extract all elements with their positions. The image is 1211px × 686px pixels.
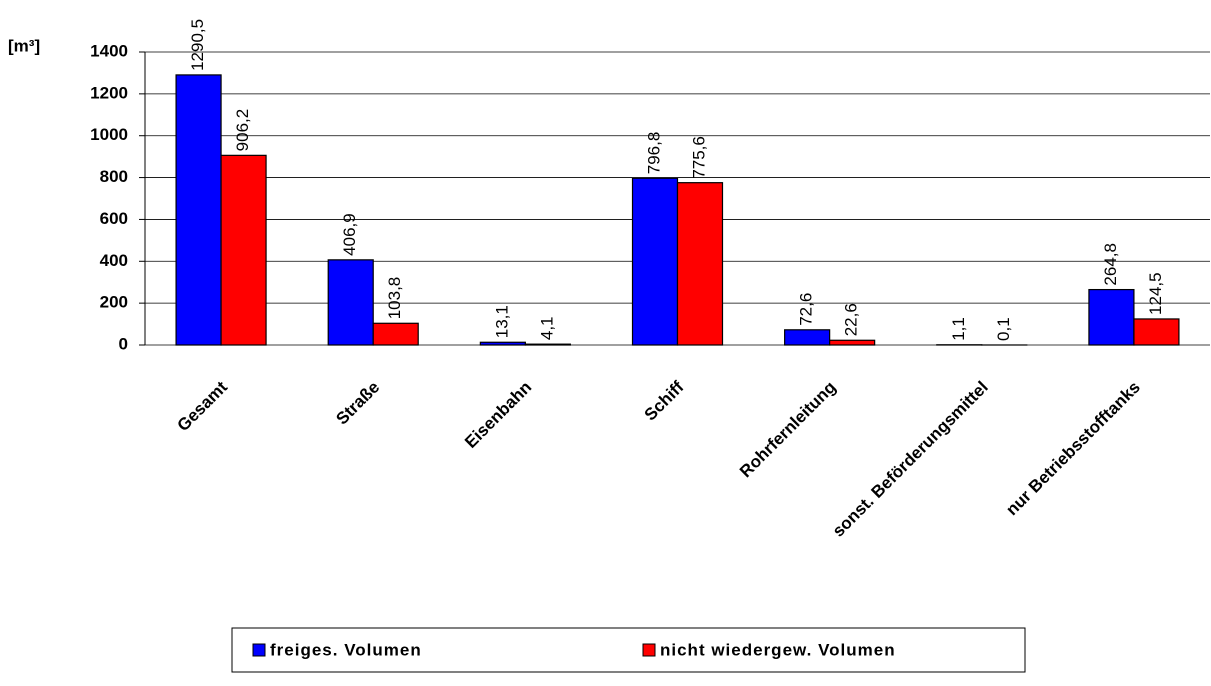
- legend-label: freiges. Volumen: [270, 640, 422, 659]
- data-label: 0,1: [994, 317, 1013, 341]
- y-tick-label: 1400: [90, 41, 128, 60]
- legend-box: [231, 627, 1026, 673]
- bar: [631, 177, 679, 346]
- legend-swatch: [642, 643, 656, 657]
- bar: [372, 322, 419, 346]
- y-axis-label: [m³]: [8, 36, 40, 55]
- x-tick-label: nur Betriebsstofftanks: [1002, 378, 1144, 520]
- data-label: 1,1: [949, 317, 968, 341]
- bar: [784, 329, 831, 346]
- legend-swatch: [252, 643, 266, 657]
- data-label: 72,6: [797, 293, 816, 326]
- bar: [676, 182, 724, 346]
- data-label: 264,8: [1101, 243, 1120, 286]
- y-tick-label: 800: [100, 167, 128, 186]
- y-tick-label: 200: [100, 293, 128, 312]
- data-label: 4,1: [537, 317, 556, 341]
- bar: [220, 154, 267, 346]
- x-tick-label: Schiff: [641, 377, 688, 424]
- data-label: 13,1: [492, 305, 511, 338]
- data-label: 124,5: [1146, 272, 1165, 315]
- bar: [479, 341, 526, 346]
- bar: [1133, 318, 1180, 346]
- data-label: 906,2: [233, 109, 252, 152]
- x-tick-label: Rohrfernleitung: [736, 378, 840, 482]
- data-label: 406,9: [340, 213, 359, 256]
- x-tick-label: Gesamt: [174, 377, 232, 435]
- legend-label: nicht wiedergew. Volumen: [660, 640, 896, 659]
- x-tick-label: Eisenbahn: [461, 378, 535, 452]
- bar: [829, 339, 876, 346]
- data-label: 1290,5: [188, 19, 207, 71]
- x-tick-label: Straße: [332, 378, 383, 429]
- data-label: 103,8: [385, 277, 404, 320]
- data-label: 775,6: [689, 136, 708, 179]
- y-tick-label: 1200: [90, 83, 128, 102]
- bar: [327, 259, 374, 346]
- y-tick-label: 0: [119, 334, 128, 353]
- bar: [1088, 288, 1135, 346]
- data-label: 22,6: [842, 303, 861, 336]
- x-tick-label: sonst. Beförderungsmittel: [829, 378, 992, 541]
- y-tick-label: 400: [100, 251, 128, 270]
- y-tick-label: 600: [100, 209, 128, 228]
- y-tick-label: 1000: [90, 125, 128, 144]
- bar: [175, 74, 222, 346]
- bar: [524, 343, 571, 346]
- data-label: 796,8: [644, 132, 663, 175]
